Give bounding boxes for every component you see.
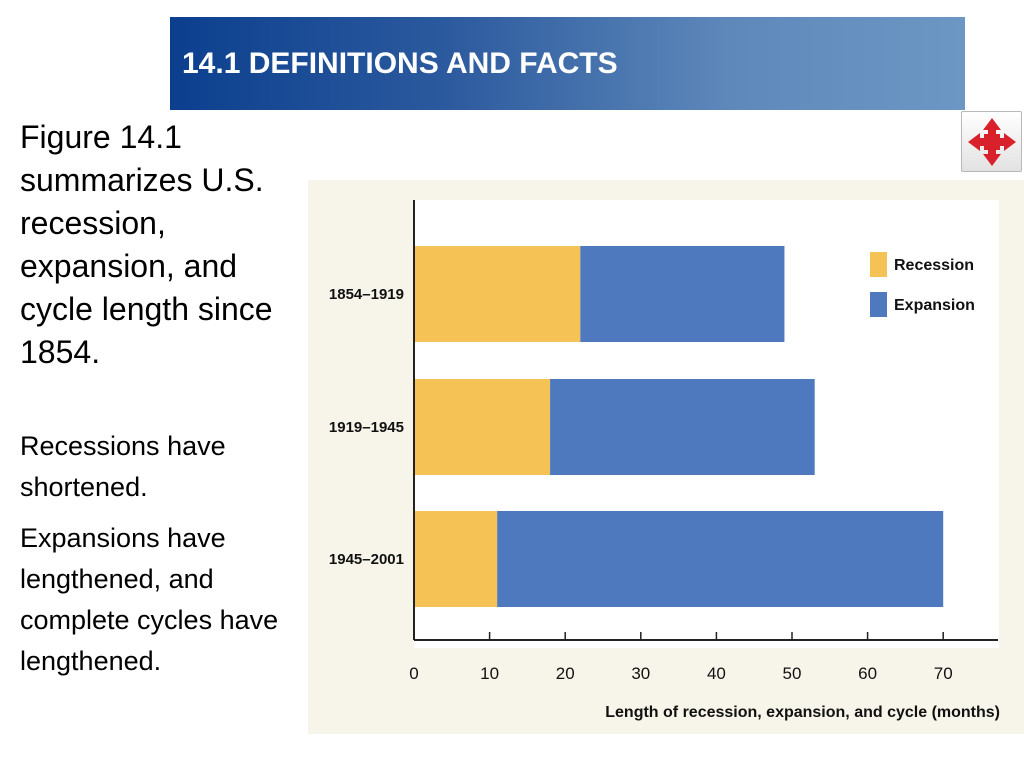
title-bar: 14.1 DEFINITIONS AND FACTS	[170, 17, 965, 110]
bar-recession-2	[415, 379, 551, 475]
chart-panel: 0 10 20 30 40 50 60 70 1854–1919 1919–1945 1945–20…	[308, 180, 1024, 734]
bar-expansion-3	[497, 511, 944, 607]
summary-text: Figure 14.1 summarizes U.S. recession, e…	[20, 119, 273, 370]
category-label-2: 1919–1945	[329, 419, 404, 436]
move-arrows-icon	[968, 118, 1016, 166]
bar-expansion-1	[580, 246, 785, 342]
x-axis-title: Length of recession, expansion, and cycl…	[605, 704, 1000, 721]
bar-recession-1	[415, 246, 581, 342]
x-tick-label-30: 30	[631, 664, 650, 683]
x-tick-label-60: 60	[858, 664, 877, 683]
x-tick-label-20: 20	[556, 664, 575, 683]
category-label-3: 1945–2001	[329, 551, 404, 568]
legend-swatch-expansion	[870, 292, 887, 317]
bar-recession-3	[415, 511, 498, 607]
cycle-length-chart: 0 10 20 30 40 50 60 70 1854–1919 1919–1945 1945–20…	[329, 200, 1000, 721]
x-tick-label-10: 10	[480, 664, 499, 683]
x-tick-label-50: 50	[783, 664, 802, 683]
x-tick-label-0: 0	[409, 664, 418, 683]
navigation-button[interactable]	[961, 111, 1022, 172]
page-title: 14.1 DEFINITIONS AND FACTS	[182, 47, 618, 80]
legend-label-recession: Recession	[894, 257, 974, 274]
bar-expansion-2	[550, 379, 815, 475]
category-label-1: 1854–1919	[329, 286, 404, 303]
legend-label-expansion: Expansion	[894, 297, 975, 314]
point-recessions: Recessions have shortened.	[20, 431, 226, 502]
legend-swatch-recession	[870, 252, 887, 277]
x-tick-label-40: 40	[707, 664, 726, 683]
point-expansions: Expansions have lengthened, and complete…	[20, 523, 279, 676]
x-tick-label-70: 70	[934, 664, 953, 683]
